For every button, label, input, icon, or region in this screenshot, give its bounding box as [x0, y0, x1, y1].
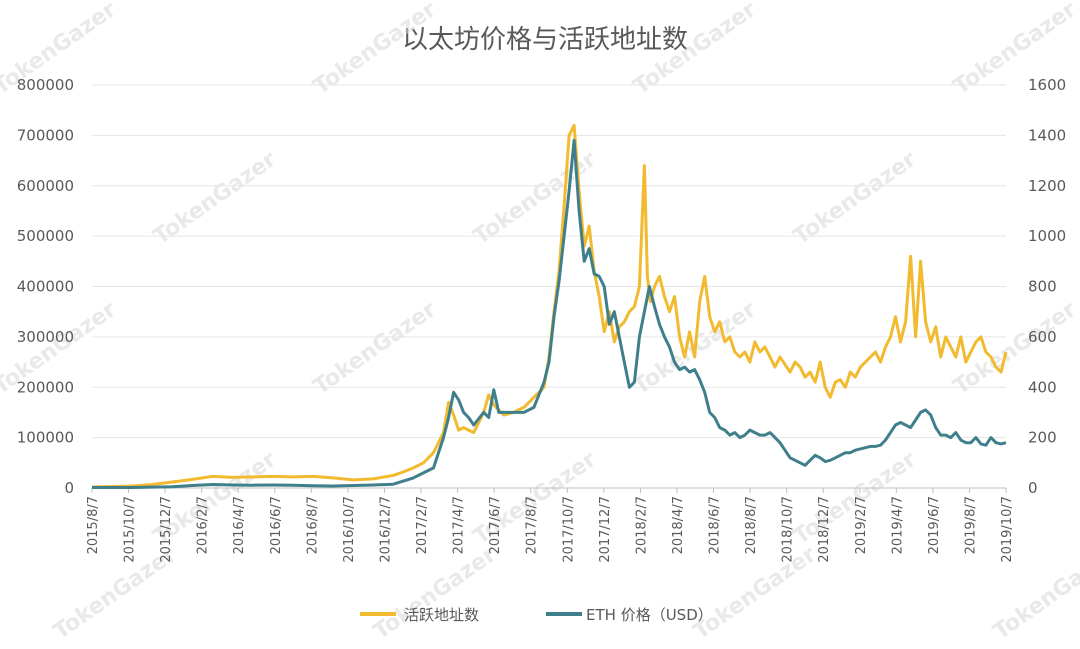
- right-tick-label: 1600: [1028, 76, 1066, 94]
- right-tick-label: 1000: [1028, 227, 1066, 245]
- x-tick-label: 2017/4/7: [452, 496, 467, 554]
- right-tick-label: 1400: [1028, 126, 1066, 144]
- x-tick-label: 2019/8/7: [963, 496, 978, 554]
- right-tick-label: 400: [1028, 378, 1057, 396]
- x-tick-label: 2019/6/7: [927, 496, 942, 554]
- x-tick-label: 2015/8/7: [86, 496, 101, 554]
- x-tick-label: 2018/8/7: [744, 496, 759, 554]
- series-line-active-addresses: [91, 123, 1008, 489]
- x-tick-label: 2017/10/7: [561, 496, 576, 563]
- legend: 活跃地址数 ETH 价格（USD）: [360, 606, 713, 624]
- right-tick-label: 1200: [1028, 177, 1066, 195]
- x-tick-label: 2019/2/7: [854, 496, 869, 554]
- watermark: TokenGazer: [309, 297, 441, 400]
- left-tick-label: 700000: [17, 126, 74, 144]
- watermark: TokenGazer: [789, 147, 921, 250]
- grid-layer: [92, 84, 1006, 439]
- right-tick-label: 0: [1028, 479, 1038, 497]
- x-tick-label: 2016/4/7: [232, 496, 247, 554]
- x-tick-label: 2015/12/7: [159, 496, 174, 563]
- left-tick-label: 500000: [17, 227, 74, 245]
- left-tick-label: 600000: [17, 177, 74, 195]
- left-tick-label: 200000: [17, 378, 74, 396]
- series-line-eth-price: [92, 138, 1007, 489]
- x-tick-label: 2016/10/7: [342, 496, 357, 563]
- x-tick-label: 2018/4/7: [671, 496, 686, 554]
- watermark: TokenGazer: [689, 542, 821, 645]
- series-layer: [91, 123, 1008, 489]
- legend-label-active-addresses: 活跃地址数: [404, 606, 479, 624]
- left-tick-label: 400000: [17, 278, 74, 296]
- x-tick-label: 2018/6/7: [708, 496, 723, 554]
- right-tick-label: 800: [1028, 278, 1057, 296]
- left-tick-label: 100000: [17, 429, 74, 447]
- x-tick-label: 2016/2/7: [196, 496, 211, 554]
- left-tick-label: 0: [64, 479, 74, 497]
- x-axis: 2015/8/7 2015/10/7 2015/12/7 2016/2/7 2016/4…: [86, 487, 1015, 563]
- x-tick-label: 2018/10/7: [781, 496, 796, 563]
- x-tick-label: 2016/12/7: [378, 496, 393, 563]
- x-tick-label: 2017/6/7: [488, 496, 503, 554]
- x-tick-label: 2016/8/7: [305, 496, 320, 554]
- left-tick-label: 300000: [17, 328, 74, 346]
- right-y-axis: 0 200 400 600 800 1000 1200 1400 1600: [1028, 76, 1066, 497]
- x-tick-label: 2017/2/7: [415, 496, 430, 554]
- chart-title: 以太坊价格与活跃地址数: [402, 25, 688, 55]
- x-tick-label: 2016/6/7: [269, 496, 284, 554]
- legend-label-eth-price: ETH 价格（USD）: [586, 606, 713, 624]
- watermark: TokenGazer: [949, 297, 1080, 400]
- left-tick-label: 800000: [17, 76, 74, 94]
- watermark: TokenGazer: [149, 147, 281, 250]
- x-tick-label: 2017/8/7: [525, 496, 540, 554]
- right-tick-label: 200: [1028, 429, 1057, 447]
- right-tick-label: 600: [1028, 328, 1057, 346]
- x-tick-label: 2019/4/7: [890, 496, 905, 554]
- x-tick-label: 2015/10/7: [123, 496, 138, 563]
- x-tick-label: 2018/2/7: [634, 496, 649, 554]
- x-tick-label: 2018/12/7: [817, 496, 832, 563]
- x-tick-label: 2017/12/7: [598, 496, 613, 563]
- left-y-axis: 0 100000 200000 300000 400000 500000 600000 700…: [17, 76, 74, 497]
- x-tick-label: 2019/10/7: [1000, 496, 1015, 563]
